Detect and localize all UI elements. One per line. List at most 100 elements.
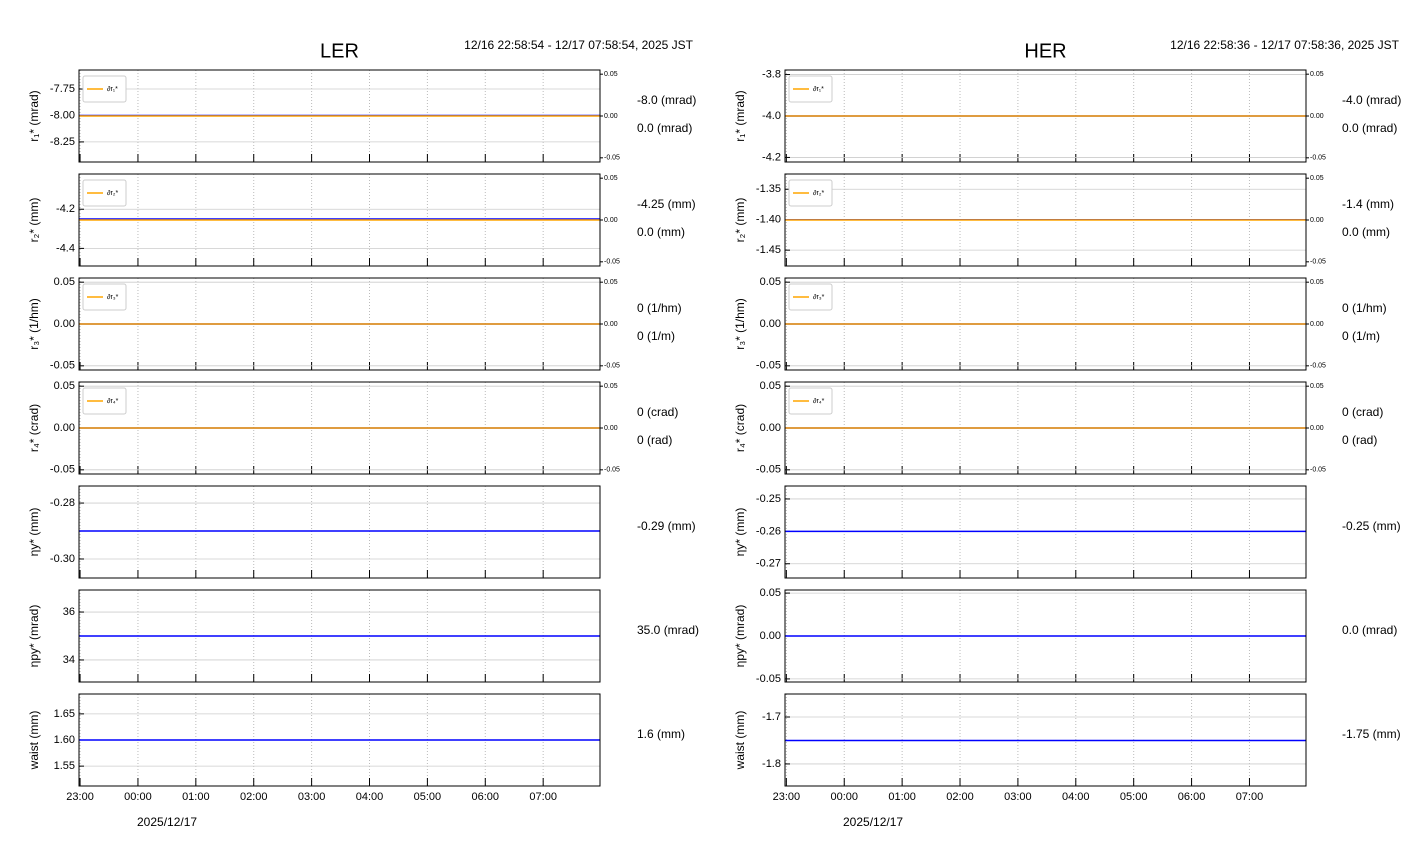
value-annotation: 0 (1/m) [1342, 329, 1380, 343]
value-annotation: 0 (rad) [1342, 433, 1377, 447]
x-tick-label: 03:00 [1004, 791, 1032, 803]
plot-frame [784, 69, 1307, 163]
y2-tick-label: -0.05 [1310, 155, 1326, 162]
y2-tick-label: 0.05 [1310, 279, 1324, 286]
x-tick-label: 06:00 [472, 791, 500, 803]
value-annotation: 0.0 (mrad) [637, 121, 692, 135]
y-tick-label: -0.05 [756, 464, 781, 476]
chart-subtitle: 12/16 22:58:54 - 12/17 07:58:54, 2025 JS… [464, 38, 694, 52]
plot-frame [78, 69, 601, 163]
y-tick-label: -3.8 [762, 68, 781, 80]
x-tick-label: 00:00 [830, 791, 858, 803]
value-annotation: 0.0 (mrad) [1342, 121, 1397, 135]
y-tick-label: -1.35 [756, 183, 781, 195]
y-tick-label: 1.65 [54, 708, 75, 720]
y2-tick-label: -0.05 [1310, 363, 1326, 370]
x-tick-label: 06:00 [1178, 791, 1206, 803]
y2-tick-label: 0.00 [604, 321, 618, 328]
legend-box [788, 387, 833, 415]
y-tick-label: -8.00 [50, 109, 75, 121]
y2-tick-label: 0.05 [604, 279, 618, 286]
y-axis-label: ηpy* (mrad) [27, 605, 41, 668]
value-annotation: 0.0 (mm) [1342, 225, 1390, 239]
y-tick-label: -1.7 [762, 711, 781, 723]
y2-tick-label: 0.00 [1310, 217, 1324, 224]
plot-frame [78, 173, 601, 267]
y-tick-label: 1.60 [54, 734, 75, 746]
legend-box [82, 283, 127, 311]
y-axis-label: r₁* (mrad) [27, 90, 41, 141]
x-tick-label: 07:00 [529, 791, 557, 803]
y-axis-label: ηpy* (mrad) [733, 605, 747, 668]
y-tick-label: 0.00 [760, 630, 781, 642]
y2-tick-label: 0.00 [1310, 113, 1324, 120]
value-annotation: -4.0 (mrad) [1342, 93, 1401, 107]
y-tick-label: 1.55 [54, 760, 75, 772]
plot-frame [78, 485, 601, 579]
x-tick-label: 01:00 [182, 791, 210, 803]
y-axis-label: waist (mm) [733, 711, 747, 771]
y-tick-label: -0.30 [50, 553, 75, 565]
y-axis-label: ηy* (mm) [733, 508, 747, 557]
y-tick-label: 0.05 [760, 380, 781, 392]
plot-frame [784, 277, 1307, 371]
y2-tick-label: 0.05 [604, 383, 618, 390]
value-annotation: 0 (crad) [637, 405, 678, 419]
value-annotation: -4.25 (mm) [637, 197, 696, 211]
y-tick-label: -0.05 [756, 673, 781, 685]
legend-box [788, 75, 833, 103]
y2-tick-label: 0.00 [604, 425, 618, 432]
value-annotation: -0.25 (mm) [1342, 519, 1401, 533]
y2-tick-label: -0.05 [1310, 467, 1326, 474]
y-tick-label: 0.00 [54, 422, 75, 434]
y-tick-label: 0.05 [760, 587, 781, 599]
x-tick-label: 02:00 [240, 791, 268, 803]
y-tick-label: -4.2 [56, 203, 75, 215]
y-tick-label: -7.75 [50, 83, 75, 95]
value-annotation: -1.75 (mm) [1342, 727, 1401, 741]
y2-tick-label: -0.05 [1310, 259, 1326, 266]
x-tick-label: 05:00 [414, 791, 442, 803]
value-annotation: 0 (1/hm) [637, 301, 682, 315]
y-tick-label: -0.26 [756, 525, 781, 537]
y2-tick-label: -0.05 [604, 363, 620, 370]
y-tick-label: 0.05 [54, 380, 75, 392]
plot-frame [784, 381, 1307, 475]
y-axis-label: waist (mm) [27, 711, 41, 771]
x-tick-label: 07:00 [1236, 791, 1264, 803]
y-tick-label: -4.4 [56, 242, 75, 254]
x-tick-label: 23:00 [66, 791, 94, 803]
y2-tick-label: 0.05 [1310, 71, 1324, 78]
value-annotation: 35.0 (mrad) [637, 623, 699, 637]
value-annotation: 0 (1/m) [637, 329, 675, 343]
legend-label: ∂r₂* [107, 190, 119, 197]
legend-box [788, 179, 833, 207]
chart-subtitle: 12/16 22:58:36 - 12/17 07:58:36, 2025 JS… [1170, 38, 1400, 52]
legend-label: ∂r₂* [813, 190, 825, 197]
value-annotation: -0.29 (mm) [637, 519, 696, 533]
legend-label: ∂r₃* [107, 294, 119, 301]
chart-title: LER [320, 40, 359, 62]
y-tick-label: 0.05 [760, 276, 781, 288]
legend-box [788, 283, 833, 311]
plot-frame [78, 381, 601, 475]
value-annotation: 0.0 (mrad) [1342, 623, 1397, 637]
value-annotation: 0 (crad) [1342, 405, 1383, 419]
y-axis-label: r₂* (mm) [733, 198, 747, 243]
y-tick-label: 0.00 [54, 318, 75, 330]
x-tick-label: 23:00 [773, 791, 801, 803]
y-axis-label: r₄* (crad) [733, 404, 747, 452]
y-axis-label: ηy* (mm) [27, 508, 41, 557]
value-annotation: 0 (rad) [637, 433, 672, 447]
y2-tick-label: 0.05 [1310, 383, 1324, 390]
y-axis-label: r₄* (crad) [27, 404, 41, 452]
x-tick-label: 01:00 [888, 791, 916, 803]
y-tick-label: -0.05 [50, 360, 75, 372]
y-tick-label: 0.00 [760, 422, 781, 434]
y2-tick-label: 0.05 [604, 71, 618, 78]
y-axis-label: r₃* (1/hm) [27, 298, 41, 350]
chart-title: HER [1024, 40, 1066, 62]
legend-box [82, 75, 127, 103]
legend-box [82, 387, 127, 415]
